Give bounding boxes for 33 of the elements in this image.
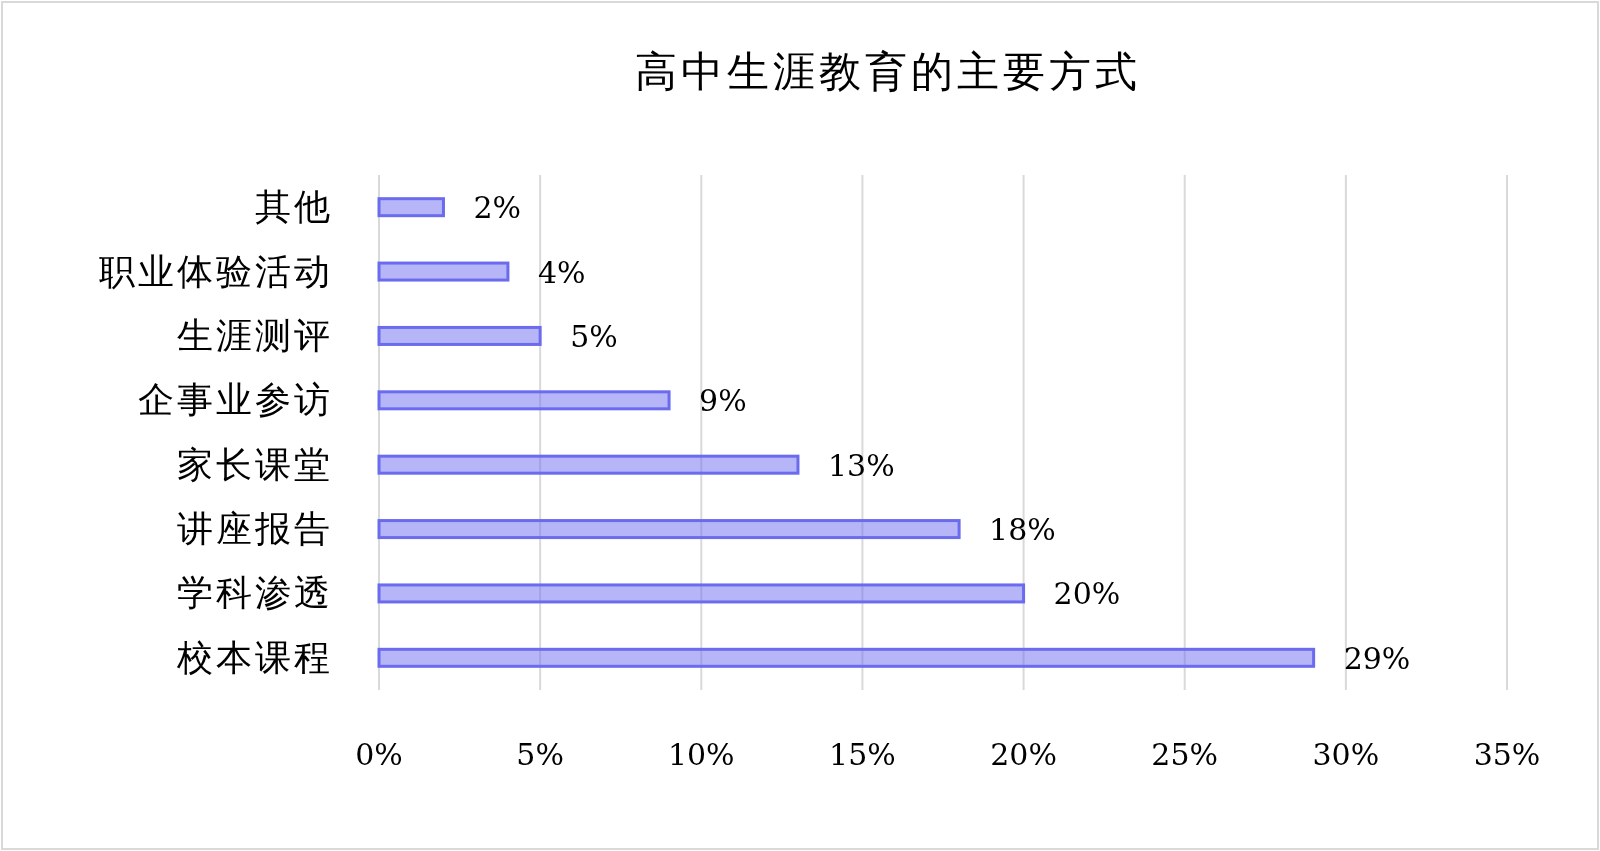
data-label: 29% (1343, 640, 1411, 676)
y-tick-label: 企事业参访 (138, 379, 333, 421)
x-tick-label: 10% (667, 737, 735, 772)
bar (377, 454, 800, 475)
bar (377, 325, 542, 346)
bar (377, 197, 445, 218)
y-tick-label: 讲座报告 (177, 508, 333, 550)
x-tick-label: 0% (355, 737, 403, 772)
y-tick-label: 校本课程 (176, 636, 333, 678)
x-tick-label: 15% (829, 737, 896, 772)
y-tick-label: 生涯测评 (177, 314, 333, 356)
bar (377, 519, 961, 540)
y-tick-label: 学科渗透 (177, 572, 333, 614)
x-tick-label: 30% (1312, 737, 1380, 772)
data-label: 20% (1053, 576, 1121, 612)
data-label: 18% (989, 512, 1056, 548)
x-tick-label: 20% (990, 737, 1057, 772)
data-label: 4% (537, 254, 586, 290)
data-label: 5% (570, 318, 618, 354)
bar (377, 390, 671, 411)
bar (377, 261, 510, 282)
bar (377, 583, 1026, 604)
x-tick-label: 5% (516, 737, 564, 772)
data-label: 13% (827, 447, 895, 483)
data-label: 9% (699, 383, 747, 419)
x-tick-label: 35% (1473, 737, 1541, 772)
y-tick-label: 其他 (255, 186, 333, 228)
chart-title: 高中生涯教育的主要方式 (635, 47, 1141, 96)
bar (377, 647, 1316, 668)
x-tick-label: 25% (1151, 737, 1219, 772)
y-tick-label: 职业体验活动 (99, 250, 333, 292)
data-label: 2% (473, 190, 522, 226)
y-tick-label: 家长课堂 (177, 443, 333, 485)
